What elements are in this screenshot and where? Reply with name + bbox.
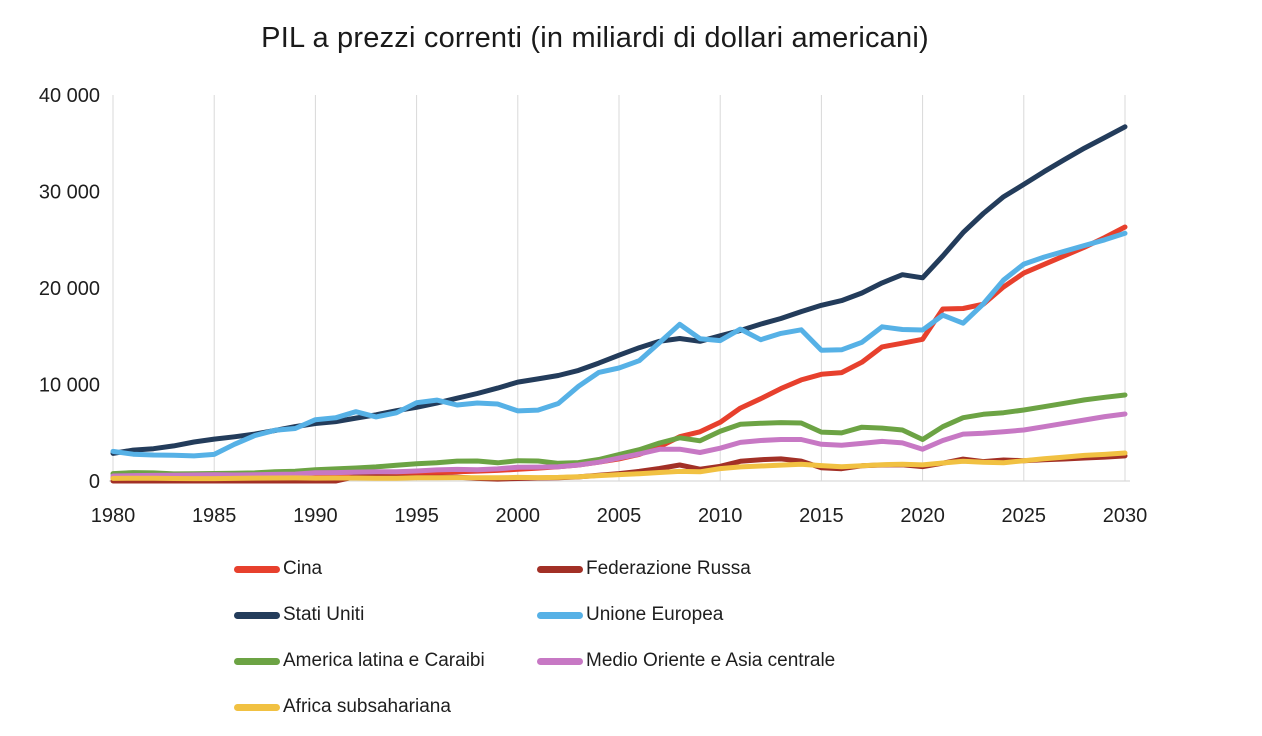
legend-item-stati-uniti: Stati Uniti [234, 604, 537, 626]
legend-swatch-federazione-russa [537, 565, 583, 573]
x-tick-label: 2015 [799, 505, 844, 527]
legend-label-unione-europea: Unione Europea [586, 604, 724, 625]
legend-item-federazione-russa: Federazione Russa [537, 558, 835, 580]
legend-swatch-america-latina-e-caraibi [234, 657, 280, 665]
legend-label-federazione-russa: Federazione Russa [586, 558, 751, 579]
legend-swatch-unione-europea [537, 611, 583, 619]
legend-swatch-medio-oriente-e-asia-centrale [537, 657, 583, 665]
y-tick-label: 20 000 [39, 278, 100, 300]
series-line-africa-subsahariana [110, 450, 1128, 482]
chart-legend: Cina Federazione Russa Stati Uniti Unione E… [234, 546, 835, 730]
legend-label-medio-oriente-e-asia-centrale: Medio Oriente e Asia centrale [586, 650, 836, 671]
legend-label-africa-subsahariana: Africa subsahariana [283, 696, 451, 717]
x-tick-label: 1980 [91, 505, 136, 527]
legend-item-unione-europea: Unione Europea [537, 604, 835, 626]
x-tick-label: 1990 [293, 505, 338, 527]
legend-label-america-latina-e-caraibi: America latina e Caraibi [283, 650, 485, 671]
legend-swatch-stati-uniti [234, 611, 280, 619]
y-tick-label: 0 [89, 471, 100, 493]
x-tick-label: 2030 [1103, 505, 1148, 527]
y-tick-label: 10 000 [39, 375, 100, 397]
x-tick-label: 1995 [394, 505, 439, 527]
legend-item-medio-oriente-e-asia-centrale: Medio Oriente e Asia centrale [537, 650, 835, 672]
legend-label-cina: Cina [283, 558, 323, 579]
x-tick-label: 2010 [698, 505, 743, 527]
x-tick-label: 2005 [597, 505, 642, 527]
series-line-america-latina-e-caraibi [110, 392, 1128, 477]
x-tick-label: 2020 [900, 505, 945, 527]
y-tick-label: 40 000 [39, 85, 100, 107]
y-tick-label: 30 000 [39, 182, 100, 204]
x-tick-label: 2025 [1002, 505, 1047, 527]
legend-swatch-africa-subsahariana [234, 703, 280, 711]
chart-title: PIL a prezzi correnti (in miliardi di do… [261, 22, 929, 54]
series-line-unione-europea [110, 230, 1128, 459]
x-tick-label: 1985 [192, 505, 237, 527]
legend-swatch-cina [234, 565, 280, 573]
legend-item-cina: Cina [234, 558, 537, 580]
x-tick-label: 2000 [496, 505, 541, 527]
legend-item-america-latina-e-caraibi: America latina e Caraibi [234, 650, 537, 672]
legend-label-stati-uniti: Stati Uniti [283, 604, 365, 625]
series-line-medio-oriente-e-asia-centrale [110, 411, 1128, 479]
legend-item-africa-subsahariana: Africa subsahariana [234, 696, 537, 718]
